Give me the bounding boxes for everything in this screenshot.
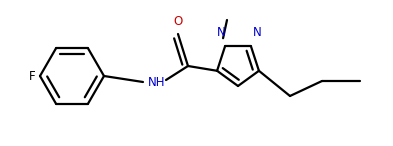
Text: N: N <box>217 26 226 39</box>
Text: NH: NH <box>148 75 165 88</box>
Text: N: N <box>253 26 262 39</box>
Text: O: O <box>173 15 183 28</box>
Text: F: F <box>29 69 36 82</box>
